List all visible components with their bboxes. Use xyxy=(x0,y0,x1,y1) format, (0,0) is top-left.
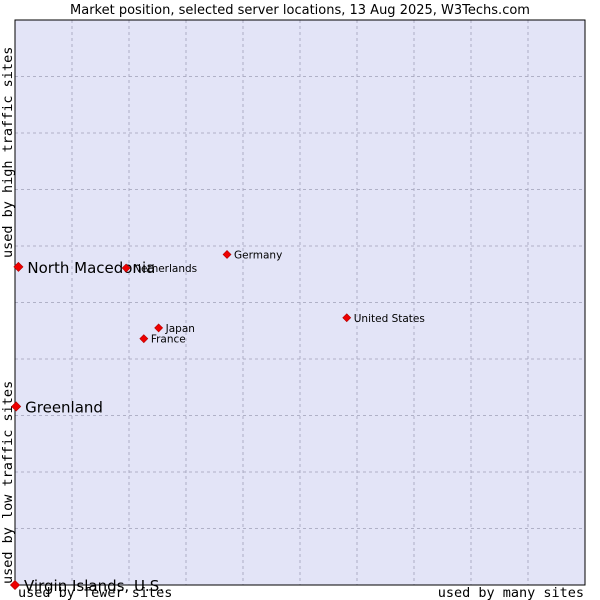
point-label-france: France xyxy=(151,334,186,346)
data-points: North Macedonia Greenland Virgin Islands, … xyxy=(9,249,425,595)
x-axis-label-right: used by many sites xyxy=(438,585,584,600)
point-label-north-macedonia: North Macedonia xyxy=(27,259,155,277)
point-label-japan: Japan xyxy=(165,323,195,335)
point-marker-germany xyxy=(222,250,232,259)
point-marker-japan xyxy=(154,323,164,333)
point-marker-united-states xyxy=(342,313,352,323)
chart-title: Market position, selected server locatio… xyxy=(70,3,530,18)
grid-lines xyxy=(15,20,585,585)
point-marker-north-macedonia xyxy=(13,261,24,272)
point-marker-greenland xyxy=(11,401,22,412)
plot-frame xyxy=(14,19,586,586)
point-marker-netherlands xyxy=(121,263,131,273)
point-label-greenland: Greenland xyxy=(25,398,103,416)
point-label-united-states: United States xyxy=(354,313,425,325)
point-label-netherlands: Netherlands xyxy=(133,263,197,275)
point-label-virgin-islands-u-s: Virgin Islands, U.S. xyxy=(24,577,164,595)
x-axis-label-left: used by fewer sites xyxy=(18,585,172,600)
y-axis-label-top: used by high traffic sites xyxy=(0,47,16,258)
y-axis-label-bottom: used by low traffic sites xyxy=(0,381,16,584)
point-marker-france xyxy=(139,334,149,344)
point-marker-virgin-islands-u-s xyxy=(9,579,21,591)
point-label-germany: Germany xyxy=(234,249,282,261)
